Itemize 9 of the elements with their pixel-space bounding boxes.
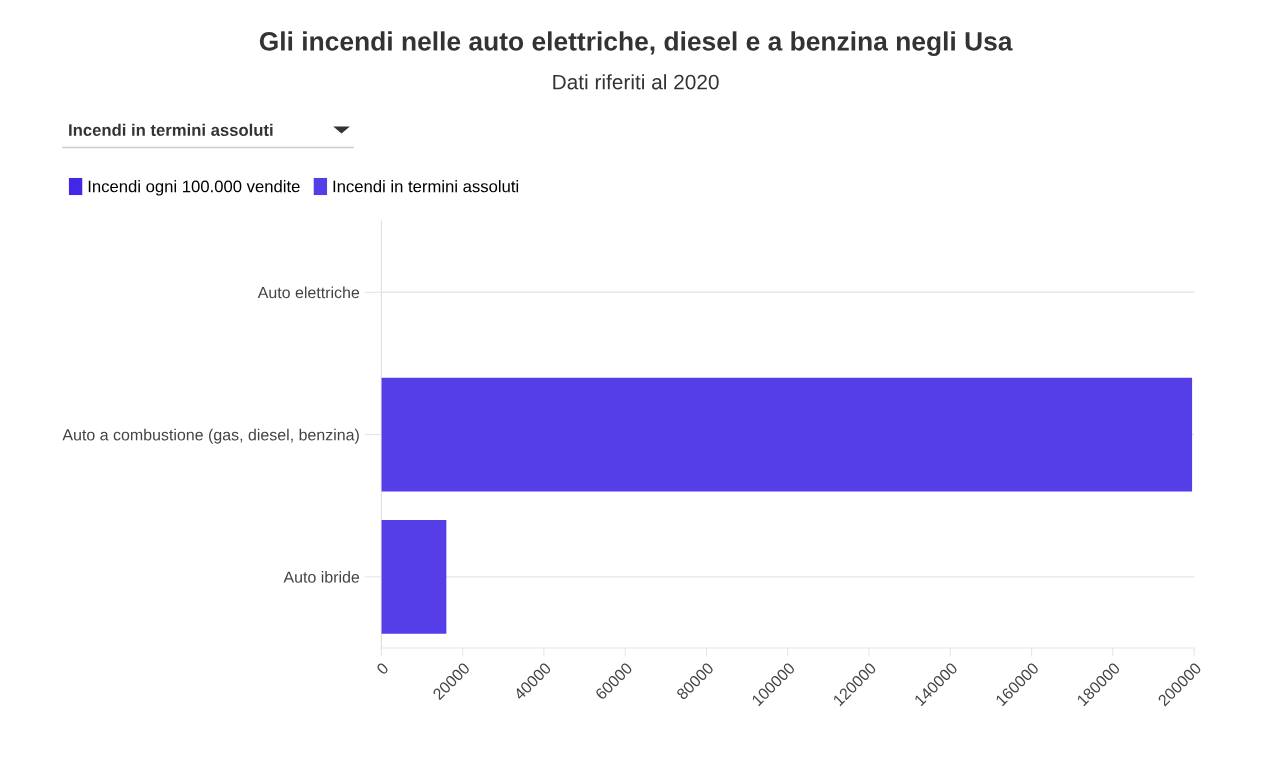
chart-title: Gli incendi nelle auto elettriche, diesel e a benzina negli Usa <box>259 31 1013 57</box>
text: Incendi in termini assoluti <box>69 123 273 136</box>
y-tick-label: Auto ibride <box>283 571 360 583</box>
x-tick-label: 0 <box>375 661 390 676</box>
chart-subtitle: Dati riferiti al 2020 <box>553 74 719 90</box>
legend-label: Incendi in termini assoluti <box>333 180 519 193</box>
legend-label: Incendi ogni 100.000 vendite <box>88 180 300 196</box>
y-tick-label: Auto elettriche <box>257 286 360 299</box>
y-tick-label: Auto a combustione (gas, diesel, benzina) <box>62 428 359 444</box>
